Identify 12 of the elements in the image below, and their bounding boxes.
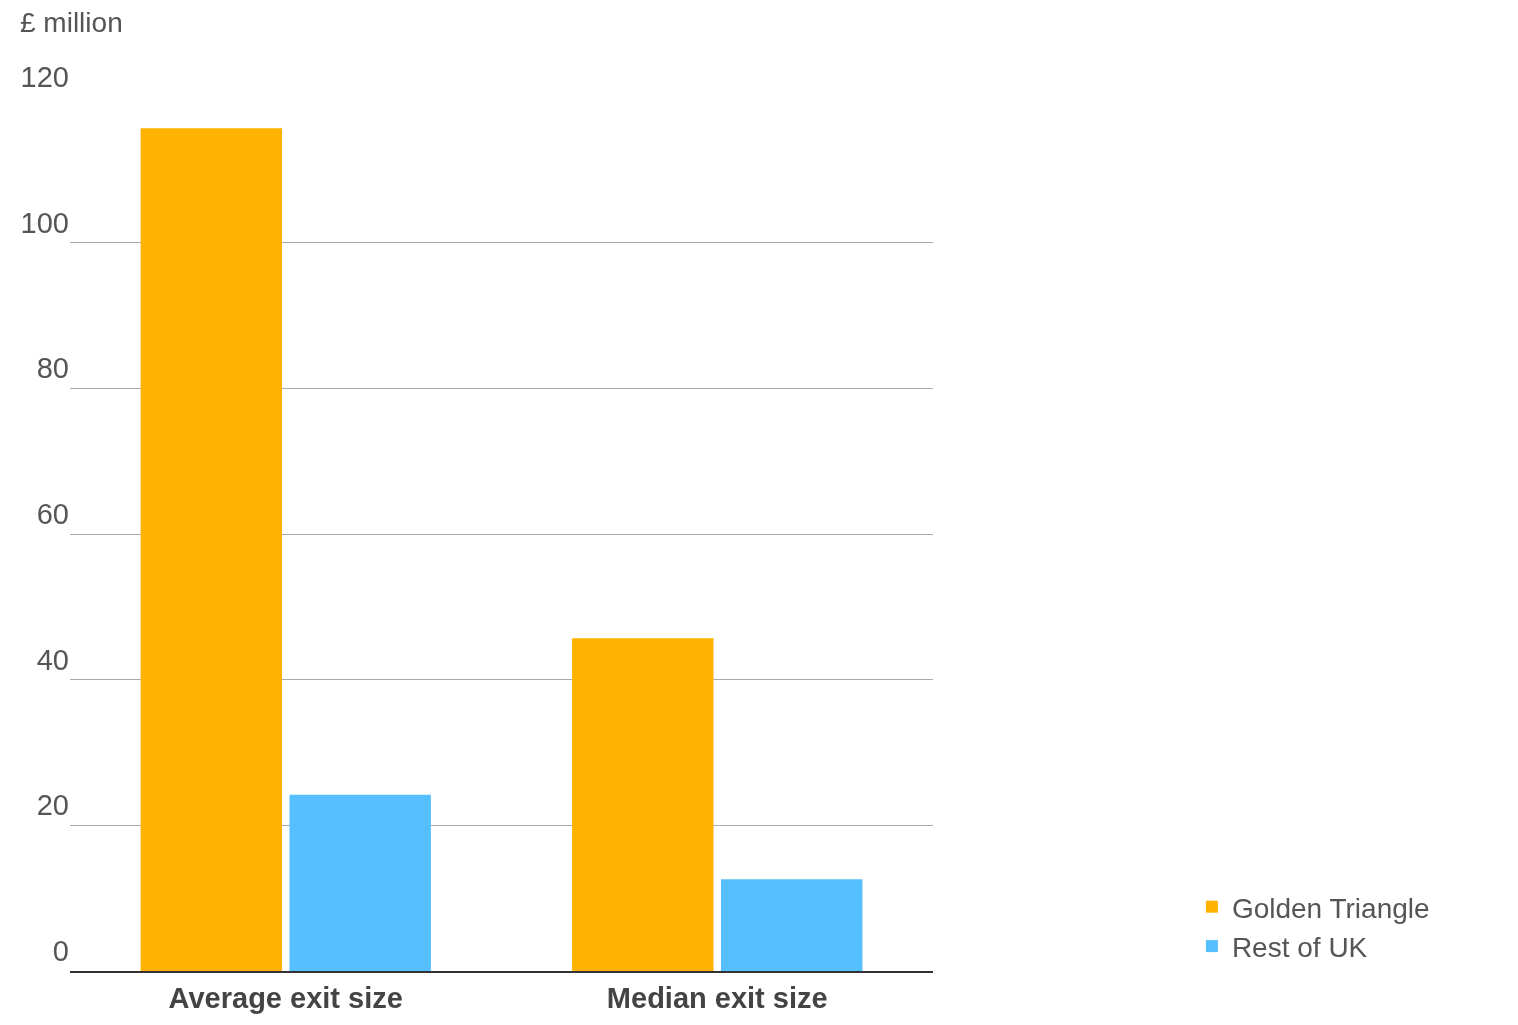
y-tick-label: 100 (20, 206, 69, 239)
legend-label: Golden Triangle (1231, 892, 1430, 924)
y-tick-label: 60 (36, 497, 69, 530)
y-tick-label: 80 (36, 352, 69, 385)
y-tick-label: 0 (52, 934, 69, 967)
x-tick-label: Average exit size (168, 981, 403, 1014)
y-tick-label: 20 (36, 789, 69, 822)
y-tick-label: 120 (20, 60, 69, 93)
y-axis-title: £ million (20, 7, 123, 38)
x-tick-label: Median exit size (606, 981, 828, 1014)
y-tick-label: 40 (36, 643, 69, 676)
legend-label: Rest of UK (1231, 932, 1368, 964)
